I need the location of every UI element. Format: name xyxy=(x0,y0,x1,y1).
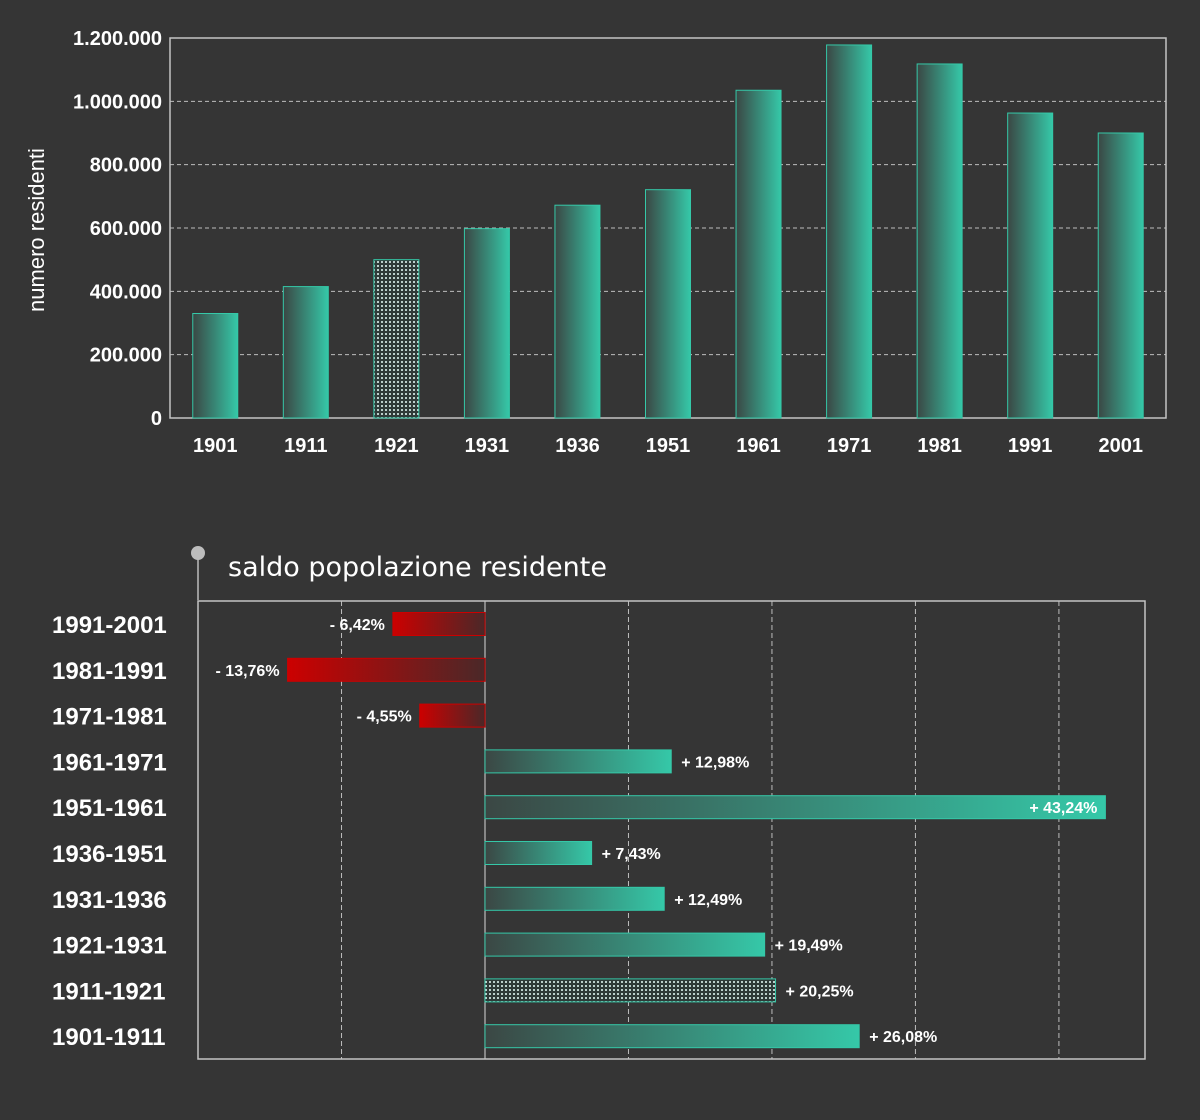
residents-bar-chart: 0 200.000 400.000 600.000 800.000 1.000.000 1.… xyxy=(24,28,1167,457)
data-label-1951-1961: + 43,24% xyxy=(1029,800,1097,817)
y-tick-1-000-000: 1.000.000 xyxy=(73,91,162,113)
row-label-1951-1961: 1951-1961 xyxy=(52,795,167,822)
x-tick-1921: 1921 xyxy=(374,435,419,457)
row-label-1961-1971: 1961-1971 xyxy=(52,749,167,776)
row-label-1911-1921: 1911-1921 xyxy=(52,978,165,1005)
balance-bar-1936-1951 xyxy=(484,841,593,865)
y-tick-1-200-000: 1.200.000 xyxy=(73,28,162,50)
residents-y-ticks: 0 200.000 400.000 600.000 800.000 1.000.000 1.… xyxy=(73,28,162,430)
row-label-1981-1991: 1981-1991 xyxy=(52,658,167,685)
balance-bar-1971-1981 xyxy=(419,703,486,728)
x-tick-1991: 1991 xyxy=(1008,435,1053,457)
row-label-1936-1951: 1936-1951 xyxy=(52,841,167,868)
x-tick-1981: 1981 xyxy=(917,435,962,457)
balance-bar-1991-2001 xyxy=(392,612,486,636)
data-label-1936-1951: + 7,43% xyxy=(602,846,661,863)
data-label-1971-1981: - 4,55% xyxy=(357,709,412,726)
balance-bar-1911-1921 xyxy=(484,978,777,1003)
x-tick-1961: 1961 xyxy=(736,435,781,457)
y-tick-400-000: 400.000 xyxy=(90,281,162,303)
y-tick-600-000: 600.000 xyxy=(90,218,162,240)
data-label-1911-1921: + 20,25% xyxy=(786,983,854,1000)
row-label-1921-1931: 1921-1931 xyxy=(52,933,167,960)
bar-1931 xyxy=(463,228,510,419)
x-tick-1971: 1971 xyxy=(827,435,872,457)
data-label-1961-1971: + 12,98% xyxy=(681,754,749,771)
population-balance-chart: saldo popolazione residente 1991-2001 - 6… xyxy=(52,546,1146,1060)
bar-1981 xyxy=(916,63,963,419)
balance-row-labels: 1991-2001 - 6,42% 1981-1991 - 13,76% 1971-19… xyxy=(52,612,1097,1051)
balance-bars xyxy=(287,612,1106,1049)
balance-bar-1931-1936 xyxy=(484,886,665,911)
x-tick-1936: 1936 xyxy=(555,435,600,457)
y-tick-800-000: 800.000 xyxy=(90,155,162,177)
bar-1971 xyxy=(826,44,873,419)
bar-2001 xyxy=(1097,132,1144,419)
data-label-1981-1991: - 13,76% xyxy=(216,663,280,680)
residents-bars xyxy=(192,44,1144,419)
row-label-1901-1911: 1901-1911 xyxy=(52,1024,165,1051)
y-tick-200-000: 200.000 xyxy=(90,345,162,367)
x-tick-1901: 1901 xyxy=(193,435,238,457)
balance-bar-1951-1961 xyxy=(484,795,1106,820)
bar-1921 xyxy=(373,259,420,419)
row-label-1991-2001: 1991-2001 xyxy=(52,612,167,639)
y-tick-0: 0 xyxy=(151,408,162,430)
x-tick-1931: 1931 xyxy=(465,435,510,457)
residents-x-ticks: 1901 1911 1921 1931 1936 1951 1961 1971 1981 1991… xyxy=(193,435,1143,457)
data-label-1931-1936: + 12,49% xyxy=(674,892,742,909)
balance-bar-1981-1991 xyxy=(287,657,486,682)
bar-1936 xyxy=(554,204,601,419)
x-tick-1951: 1951 xyxy=(646,435,691,457)
x-tick-2001: 2001 xyxy=(1098,435,1143,457)
balance-bar-1961-1971 xyxy=(484,749,672,774)
balance-bar-1901-1911 xyxy=(484,1024,860,1049)
row-label-1931-1936: 1931-1936 xyxy=(52,887,167,914)
bar-1991 xyxy=(1007,112,1054,419)
balance-plot-frame xyxy=(197,600,1146,1060)
row-label-1971-1981: 1971-1981 xyxy=(52,704,167,731)
residents-y-axis-label: numero residenti xyxy=(24,148,49,312)
bar-1901 xyxy=(192,313,239,419)
balance-chart-title: saldo popolazione residente xyxy=(228,552,607,583)
bar-1961 xyxy=(735,89,782,419)
data-label-1901-1911: + 26,08% xyxy=(869,1029,937,1046)
x-tick-1911: 1911 xyxy=(284,435,327,457)
bar-1911 xyxy=(282,286,329,419)
data-label-1921-1931: + 19,49% xyxy=(775,938,843,955)
bar-1951 xyxy=(645,189,691,419)
balance-bar-1921-1931 xyxy=(484,932,766,957)
data-label-1991-2001: - 6,42% xyxy=(330,617,385,634)
